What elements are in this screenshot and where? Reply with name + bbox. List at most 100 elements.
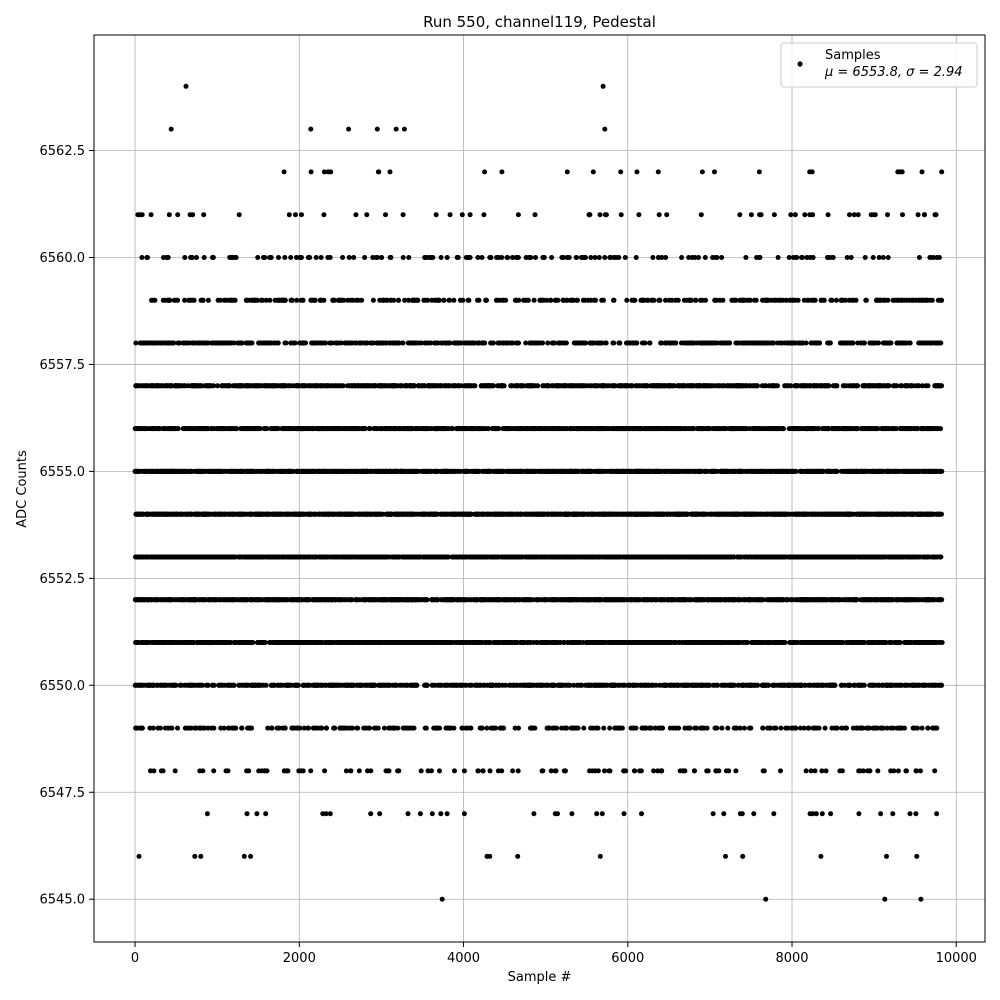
data-point <box>492 640 498 645</box>
data-point <box>515 768 521 774</box>
data-point <box>354 682 360 688</box>
data-point <box>246 768 252 774</box>
data-point <box>503 597 509 603</box>
data-point <box>134 597 139 603</box>
data-point <box>876 640 882 645</box>
data-point <box>507 640 513 645</box>
data-point <box>686 725 692 731</box>
data-point <box>601 725 607 731</box>
data-point <box>555 682 561 688</box>
data-point <box>808 768 814 774</box>
data-point <box>710 682 716 688</box>
data-point <box>195 682 201 688</box>
data-point <box>269 725 275 731</box>
data-point <box>719 725 725 731</box>
data-point <box>721 811 727 817</box>
data-point <box>659 640 664 645</box>
data-point <box>438 597 444 603</box>
data-point <box>577 640 583 645</box>
data-point <box>348 682 354 688</box>
data-point <box>477 725 483 731</box>
data-point <box>913 768 919 774</box>
data-point <box>365 768 370 774</box>
data-point <box>200 768 206 774</box>
data-point <box>205 725 211 731</box>
data-point <box>917 768 923 774</box>
data-point <box>843 725 849 731</box>
data-point <box>278 682 284 688</box>
data-point <box>861 682 867 688</box>
data-point <box>782 682 788 688</box>
data-point <box>925 597 931 603</box>
data-point <box>651 768 657 774</box>
data-point <box>838 640 844 645</box>
data-point <box>701 725 707 731</box>
data-point <box>204 811 210 817</box>
data-point <box>928 682 934 688</box>
data-point <box>418 768 424 774</box>
data-point <box>847 682 853 688</box>
data-point <box>495 768 501 774</box>
data-point <box>652 597 658 603</box>
data-point <box>570 725 576 731</box>
data-point <box>210 597 216 603</box>
data-point <box>602 682 608 688</box>
data-point <box>885 597 891 603</box>
data-point <box>650 640 656 645</box>
data-point <box>284 597 290 603</box>
data-point <box>566 682 572 688</box>
data-point <box>671 640 677 645</box>
data-point <box>631 768 637 774</box>
data-point <box>902 725 907 731</box>
data-point <box>355 640 361 645</box>
data-point <box>169 725 175 731</box>
data-point <box>638 768 644 774</box>
data-point <box>217 682 223 688</box>
data-point <box>312 725 318 731</box>
data-point <box>891 768 897 774</box>
data-point <box>146 682 152 688</box>
data-point <box>631 725 637 731</box>
data-point <box>767 725 773 731</box>
data-point <box>241 597 247 603</box>
data-point <box>599 811 605 817</box>
data-point <box>371 725 377 731</box>
data-point <box>739 682 745 688</box>
data-point <box>768 597 774 603</box>
data-point <box>329 597 335 603</box>
data-point <box>222 597 227 603</box>
data-point <box>160 768 166 774</box>
data-point <box>385 640 391 645</box>
data-point <box>586 597 592 603</box>
data-point <box>548 682 554 688</box>
data-point <box>278 640 284 645</box>
data-point <box>133 725 139 731</box>
data-point <box>733 768 739 774</box>
data-point <box>215 640 221 645</box>
data-point <box>834 597 840 603</box>
data-point <box>404 682 410 688</box>
data-point <box>412 640 418 645</box>
data-point <box>655 768 661 774</box>
data-point <box>187 682 193 688</box>
data-point <box>408 725 414 731</box>
data-point <box>615 640 621 645</box>
data-point <box>905 597 911 603</box>
data-point <box>705 597 710 603</box>
data-point <box>386 725 392 731</box>
data-point <box>554 640 560 645</box>
data-point <box>569 597 575 603</box>
data-point <box>561 768 567 774</box>
data-point <box>795 682 801 688</box>
data-point <box>422 682 428 688</box>
data-point <box>898 725 904 731</box>
data-point <box>400 682 406 688</box>
data-point <box>461 811 467 817</box>
data-point <box>391 725 397 731</box>
data-point <box>159 640 165 645</box>
data-point <box>461 768 467 774</box>
data-point <box>822 640 828 645</box>
data-point <box>751 682 757 688</box>
